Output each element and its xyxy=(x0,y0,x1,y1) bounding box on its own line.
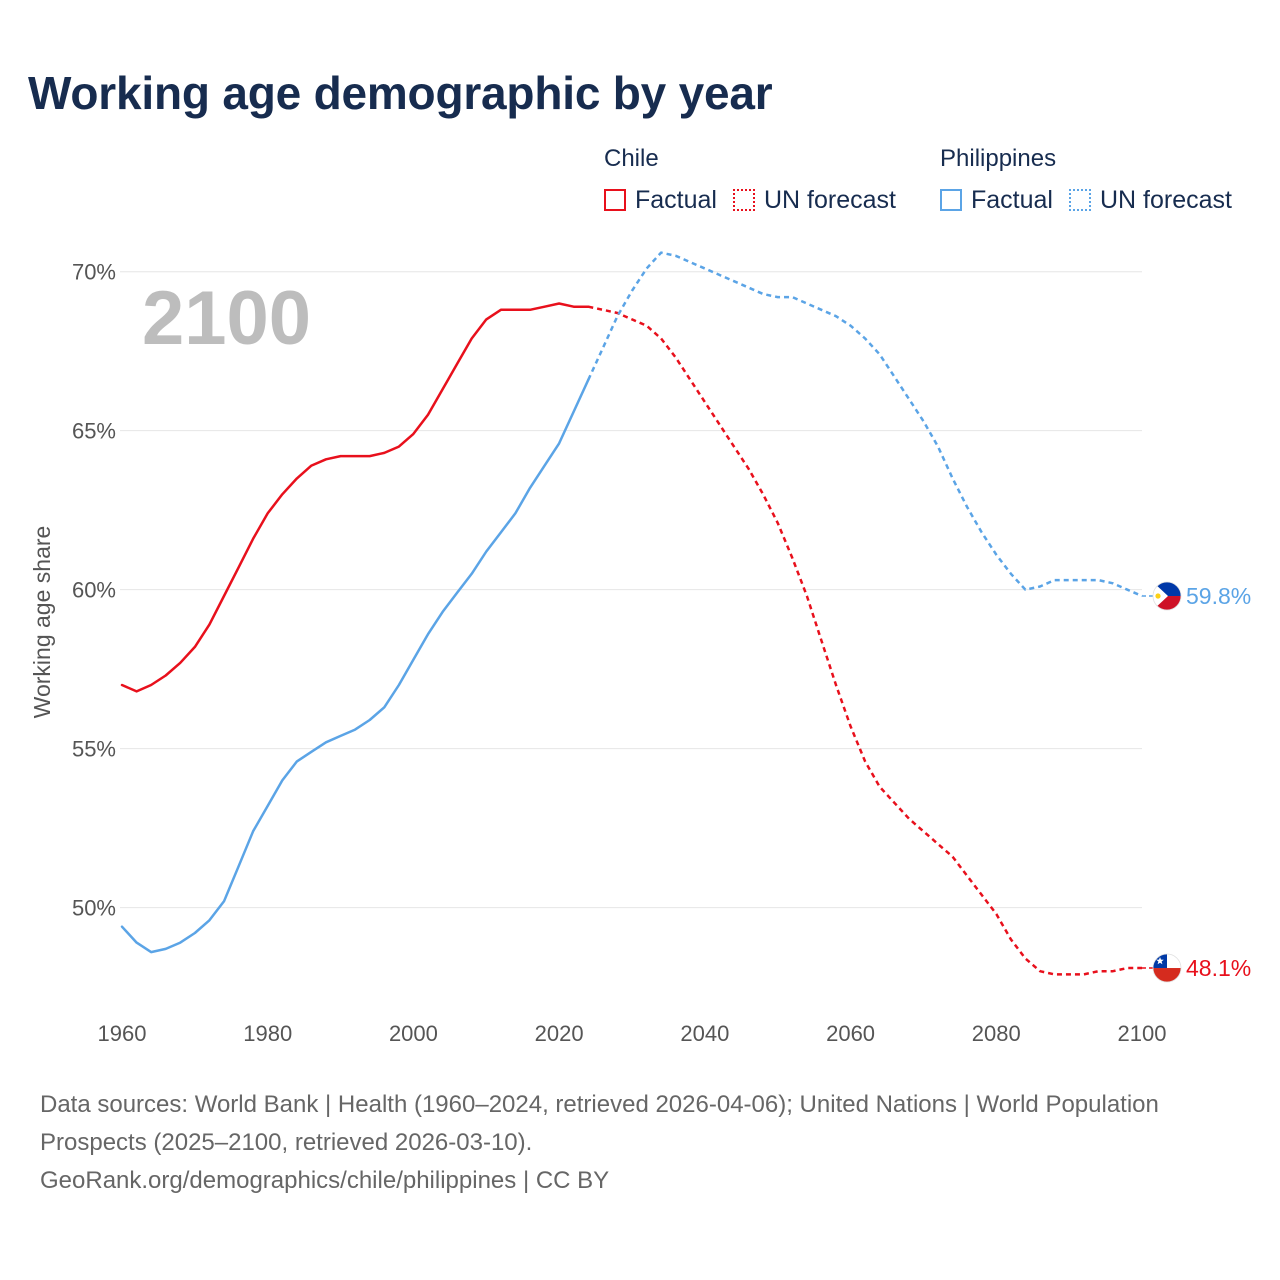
x-tick-label: 1980 xyxy=(243,1021,292,1046)
legend-item-chile-factual[interactable]: Factual xyxy=(604,186,717,214)
end-value-label-chile: 48.1% xyxy=(1186,955,1251,981)
legend-label: UN forecast xyxy=(763,186,896,214)
end-markers: 48.1% 59.8% xyxy=(1142,581,1251,983)
x-tick-label: 2060 xyxy=(826,1021,875,1046)
footer: Data sources: World Bank | Health (1960–… xyxy=(40,1086,1190,1200)
legend-group-philippines: Philippines Factual UN forecast xyxy=(940,144,1232,214)
legend-group-chile: Chile Factual UN forecast xyxy=(604,144,896,214)
y-axis-ticks: 50% 55% 60% 65% 70% xyxy=(72,260,116,921)
legend-group-title: Philippines xyxy=(940,145,1057,172)
series-line-philippines-factual[interactable] xyxy=(120,378,590,954)
philippines-flag-icon xyxy=(1152,581,1182,611)
x-axis-ticks: 1960 1980 2000 2020 2040 2060 2080 2100 xyxy=(98,1021,1167,1046)
legend-item-chile-forecast[interactable]: UN forecast xyxy=(732,186,896,214)
x-tick-label: 2040 xyxy=(680,1021,729,1046)
series-line-philippines-forecast[interactable] xyxy=(587,251,1143,598)
legend-label: Factual xyxy=(635,186,717,214)
legend-swatch-dotted xyxy=(732,189,755,211)
attribution: GeoRank.org/demographics/chile/philippin… xyxy=(40,1167,610,1194)
year-display: 2100 xyxy=(142,276,311,361)
y-tick-label: 70% xyxy=(72,260,116,285)
x-tick-label: 2100 xyxy=(1118,1021,1167,1046)
x-tick-label: 2080 xyxy=(972,1021,1021,1046)
legend-swatch-solid xyxy=(604,189,626,211)
end-value-label-philippines: 59.8% xyxy=(1186,583,1251,609)
series-line-chile-factual[interactable] xyxy=(120,302,590,693)
y-tick-label: 50% xyxy=(72,896,116,921)
legend-label: Factual xyxy=(971,186,1053,214)
y-axis-label: Working age share xyxy=(29,526,55,719)
legend-item-philippines-forecast[interactable]: UN forecast xyxy=(1068,186,1232,214)
gridlines xyxy=(120,271,1142,909)
legend-swatch-dotted xyxy=(1068,189,1091,211)
y-tick-label: 60% xyxy=(72,578,116,603)
data-sources: Data sources: World Bank | Health (1960–… xyxy=(40,1091,1159,1156)
x-tick-label: 1960 xyxy=(98,1021,147,1046)
legend-item-philippines-factual[interactable]: Factual xyxy=(940,186,1053,214)
series-lines xyxy=(120,251,1143,976)
chile-flag-icon xyxy=(1152,953,1182,983)
y-tick-label: 55% xyxy=(72,737,116,762)
legend-group-title: Chile xyxy=(604,145,659,172)
x-tick-label: 2000 xyxy=(389,1021,438,1046)
line-chart: 2100 50% 55% 60% 65% 70% 1960 1980 2000 2020 204… xyxy=(29,251,1251,1046)
y-tick-label: 65% xyxy=(72,419,116,444)
legend-swatch-solid xyxy=(940,189,962,211)
x-tick-label: 2020 xyxy=(535,1021,584,1046)
series-line-chile-forecast[interactable] xyxy=(588,305,1142,976)
chart-title: Working age demographic by year xyxy=(28,67,773,119)
legend-label: UN forecast xyxy=(1099,186,1232,214)
